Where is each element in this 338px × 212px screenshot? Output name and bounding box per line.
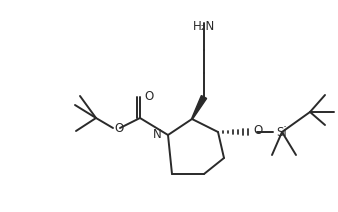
Text: H₂N: H₂N bbox=[193, 21, 215, 33]
Text: O: O bbox=[253, 124, 262, 138]
Text: O: O bbox=[114, 121, 124, 134]
Text: O: O bbox=[144, 91, 153, 103]
Text: Si: Si bbox=[276, 126, 287, 138]
Text: N: N bbox=[153, 128, 162, 141]
Polygon shape bbox=[192, 96, 207, 119]
